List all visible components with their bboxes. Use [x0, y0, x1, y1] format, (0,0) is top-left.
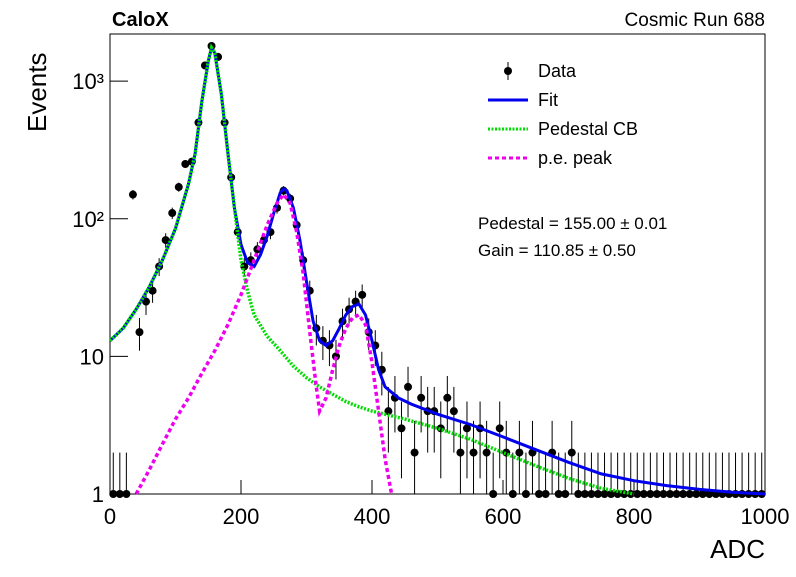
data-point: [541, 490, 550, 498]
data-point: [462, 424, 471, 433]
data-point: [404, 382, 413, 391]
data-point: [436, 424, 445, 433]
data-point: [482, 448, 491, 457]
x-axis-label: ADC: [710, 534, 765, 564]
data-point: [685, 490, 694, 498]
y-tick-label: 10²: [72, 207, 104, 232]
data-point: [587, 490, 596, 498]
data-point: [142, 297, 151, 306]
data-point: [148, 286, 157, 295]
data-point: [449, 407, 458, 416]
data-point: [567, 448, 576, 457]
series-line: [108, 43, 635, 496]
data-point: [692, 490, 701, 498]
x-tick-label: 800: [616, 504, 653, 529]
data-point: [128, 190, 137, 199]
data-point: [174, 183, 183, 192]
data-point: [358, 290, 367, 299]
data-point: [593, 490, 602, 498]
annotation: Pedestal = 155.00 ± 0.01: [478, 214, 667, 233]
y-tick-label: 10: [80, 344, 104, 369]
data-point: [135, 328, 144, 337]
data-point: [705, 490, 714, 498]
legend-label: p.e. peak: [538, 148, 613, 168]
data-point: [600, 490, 609, 498]
annotation: Gain = 110.85 ± 0.50: [478, 241, 636, 260]
y-tick-label: 10³: [72, 69, 104, 94]
data-point: [115, 490, 124, 498]
data-point: [554, 490, 563, 498]
data-point: [168, 209, 177, 218]
data-point: [443, 393, 452, 402]
data-point: [679, 490, 688, 498]
data-point: [109, 490, 118, 498]
data-point: [659, 490, 668, 498]
data-point: [417, 393, 426, 402]
data-point: [508, 490, 517, 498]
legend-label: Data: [538, 61, 577, 81]
data-point: [613, 490, 622, 498]
data-point: [633, 490, 642, 498]
data-point: [561, 490, 570, 498]
legend-symbol: [504, 67, 512, 75]
data-point: [666, 490, 675, 498]
data-point: [652, 490, 661, 498]
x-tick-label: 200: [223, 504, 260, 529]
data-point: [410, 448, 419, 457]
data-point: [521, 490, 530, 498]
data-point: [646, 490, 655, 498]
data-point: [535, 490, 544, 498]
data-point: [502, 448, 511, 457]
data-point: [639, 490, 648, 498]
data-point: [122, 490, 131, 498]
data-point: [672, 490, 681, 498]
data-point: [698, 490, 707, 498]
data-point: [495, 424, 504, 433]
x-tick-label: 1000: [741, 504, 790, 529]
data-point: [397, 424, 406, 433]
y-axis-label: Events: [22, 53, 52, 133]
legend-label: Pedestal CB: [538, 119, 638, 139]
x-tick-label: 400: [354, 504, 391, 529]
data-point: [161, 236, 170, 245]
data-point: [515, 448, 524, 457]
y-tick-label: 1: [92, 482, 104, 507]
x-tick-label: 0: [104, 504, 116, 529]
data-point: [580, 490, 589, 498]
chart-subtitle: Cosmic Run 688: [625, 10, 765, 31]
data-point: [456, 448, 465, 457]
data-point: [574, 490, 583, 498]
chart-title: CaloX: [112, 9, 169, 31]
legend-label: Fit: [538, 90, 558, 110]
data-point: [181, 159, 190, 168]
plot-frame: [109, 33, 766, 495]
data-point: [469, 448, 478, 457]
data-point: [489, 490, 498, 498]
x-tick-label: 600: [485, 504, 522, 529]
